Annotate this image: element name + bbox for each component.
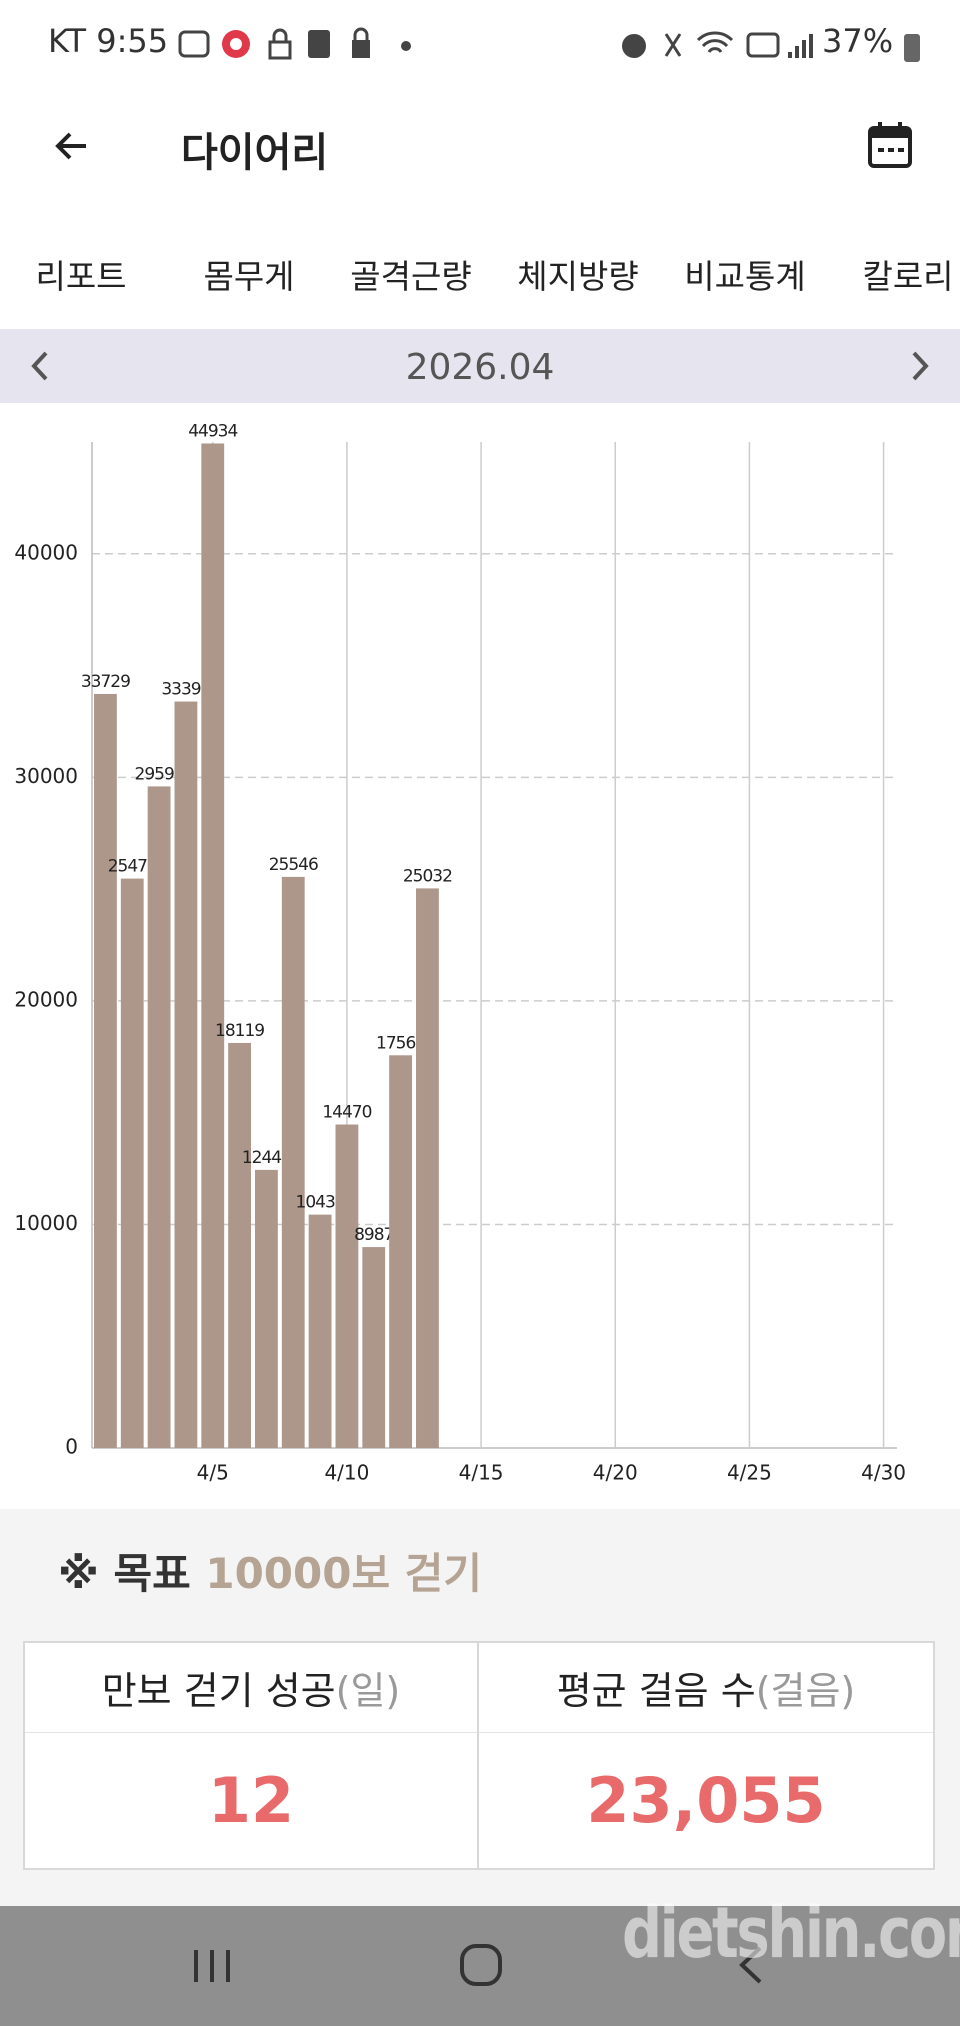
- bar: [416, 888, 439, 1448]
- recent-apps[interactable]: [190, 1946, 234, 1986]
- x-tick-label: 4/20: [593, 1461, 638, 1485]
- steps-chart: 0 10000 20000 30000 40000 4/5 4/10 4/15 4/20 4/25…: [14, 421, 906, 1485]
- bar: [335, 1124, 359, 1448]
- next-month[interactable]: [908, 349, 932, 383]
- back[interactable]: [736, 1944, 766, 1986]
- battery-icon: [904, 34, 920, 62]
- stats-table: 만보 걷기 성공 (일) 평균 걸음 수 (걸음) 12 23,055: [23, 1641, 935, 1870]
- watermark: dietshin.com: [622, 1892, 960, 1974]
- value-label: 17566: [376, 1033, 425, 1053]
- back-button[interactable]: [52, 126, 92, 166]
- bar: [174, 701, 198, 1448]
- x-tick-label: 4/25: [727, 1461, 772, 1485]
- value-label: 25470: [108, 857, 157, 877]
- x-tick-label: 4/30: [861, 1461, 906, 1485]
- goal: ※ 목표 10000보 걷기: [58, 1540, 482, 1601]
- tab[interactable]: 체지방량: [517, 257, 639, 296]
- bar: [94, 693, 117, 1448]
- bar: [389, 1055, 412, 1448]
- value-label: 25032: [403, 866, 452, 886]
- tab[interactable]: 리포트: [35, 257, 127, 296]
- header-label: 만보 걷기 성공: [101, 1669, 336, 1713]
- value-label: 33390: [161, 680, 210, 700]
- value-label: 10438: [296, 1193, 345, 1213]
- value-label: 8987: [354, 1225, 393, 1245]
- y-tick-label: 30000: [14, 764, 78, 788]
- y-tick-label: 10000: [14, 1211, 78, 1235]
- bar: [255, 1169, 278, 1448]
- x-tick-label: 4/10: [324, 1461, 369, 1485]
- y-tick-label: 40000: [14, 540, 78, 564]
- page-title: 다이어리: [181, 130, 329, 176]
- status-icons: [178, 27, 411, 60]
- bar: [281, 876, 305, 1448]
- header-unit: (일): [335, 1669, 401, 1713]
- carrier-time: KT 9:55: [48, 22, 169, 60]
- status-bar: KT 9:55 37%: [0, 0, 960, 90]
- value-label: 18119: [215, 1021, 264, 1041]
- app-header: 다이어리: [0, 90, 960, 220]
- y-tick-label: 20000: [14, 987, 78, 1011]
- stats-header: 만보 걷기 성공 (일): [25, 1643, 479, 1733]
- y-tick-label: 0: [65, 1435, 78, 1459]
- bar: [228, 1042, 251, 1448]
- stats-header: 평균 걸음 수 (걸음): [479, 1643, 933, 1733]
- tab-bar: 리포트 몸무게 골격근량 체지방량 비교통계 칼로리: [0, 230, 960, 320]
- value-label: 12440: [242, 1148, 291, 1168]
- stats-value: 12: [25, 1733, 479, 1868]
- tab[interactable]: 칼로리: [862, 257, 954, 296]
- bar: [201, 443, 225, 1448]
- tab[interactable]: 몸무게: [203, 257, 295, 296]
- header-unit: (걸음): [755, 1669, 856, 1713]
- goal-target: 10000보 걷기: [205, 1549, 483, 1598]
- tab[interactable]: 비교통계: [684, 257, 806, 296]
- x-tick-label: 4/15: [459, 1461, 504, 1485]
- status-icons-right: [622, 31, 813, 58]
- value-label: 44934: [188, 421, 237, 441]
- goal-mark: ※ 목표: [58, 1549, 191, 1598]
- prev-month[interactable]: [28, 349, 52, 383]
- header-label: 평균 걸음 수: [556, 1669, 756, 1713]
- value-label: 25546: [269, 855, 318, 875]
- stats-value: 23,055: [586, 1764, 826, 1837]
- calendar-button[interactable]: [866, 120, 914, 170]
- x-tick-label: 4/5: [197, 1461, 229, 1485]
- month-selector: 2026.04: [0, 329, 960, 403]
- value-label: 29594: [135, 764, 184, 784]
- value-label: 33729: [81, 672, 130, 692]
- bar: [147, 786, 171, 1448]
- bar: [120, 878, 144, 1448]
- nav-bar: [0, 1906, 960, 2026]
- tab[interactable]: 골격근량: [350, 257, 472, 296]
- home[interactable]: [458, 1942, 504, 1988]
- bar: [308, 1214, 332, 1448]
- value-label: 14470: [322, 1103, 371, 1123]
- battery: 37%: [822, 22, 894, 60]
- bar: [362, 1247, 386, 1448]
- month-label: 2026.04: [405, 347, 555, 388]
